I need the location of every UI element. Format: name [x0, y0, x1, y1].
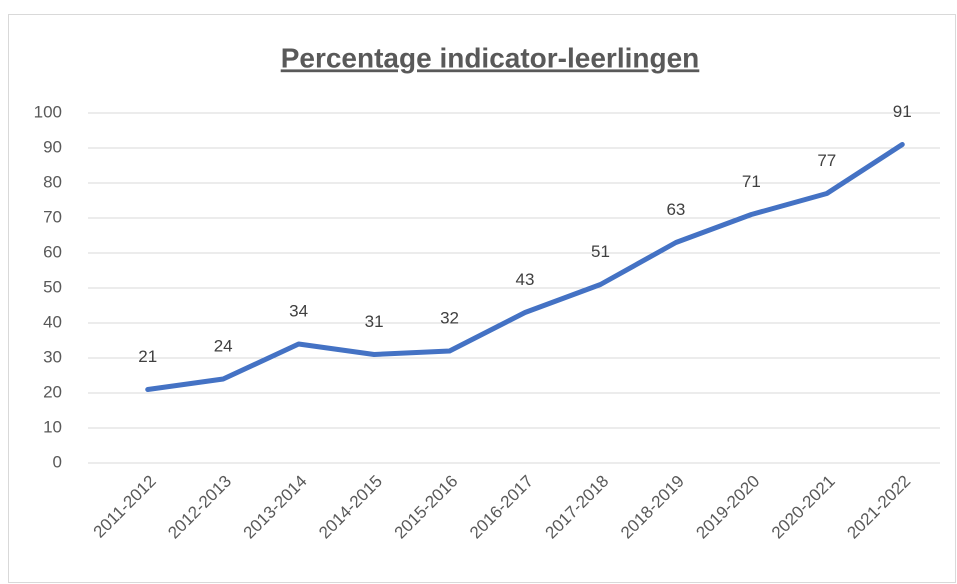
data-label: 63 [666, 200, 685, 219]
data-label: 43 [516, 270, 535, 289]
y-tick-label: 30 [43, 347, 62, 366]
y-tick-label: 40 [43, 312, 62, 331]
y-tick-label: 60 [43, 242, 62, 261]
data-label: 32 [440, 308, 459, 327]
y-tick-label: 70 [43, 207, 62, 226]
y-tick-label: 50 [43, 277, 62, 296]
y-tick-label: 90 [43, 137, 62, 156]
y-tick-label: 0 [53, 452, 62, 471]
y-tick-label: 20 [43, 382, 62, 401]
y-tick-label: 80 [43, 172, 62, 191]
data-label: 77 [817, 151, 836, 170]
y-tick-label: 100 [34, 102, 62, 121]
data-label: 24 [214, 336, 233, 355]
data-label: 51 [591, 242, 610, 261]
y-tick-label: 10 [43, 417, 62, 436]
chart-border [8, 14, 956, 583]
data-label: 71 [742, 172, 761, 191]
data-line [145, 142, 905, 392]
data-label: 91 [893, 102, 912, 121]
data-label: 21 [138, 347, 157, 366]
data-label: 34 [289, 301, 308, 320]
chart-title: Percentage indicator-leerlingen [281, 42, 700, 73]
data-label: 31 [365, 312, 384, 331]
